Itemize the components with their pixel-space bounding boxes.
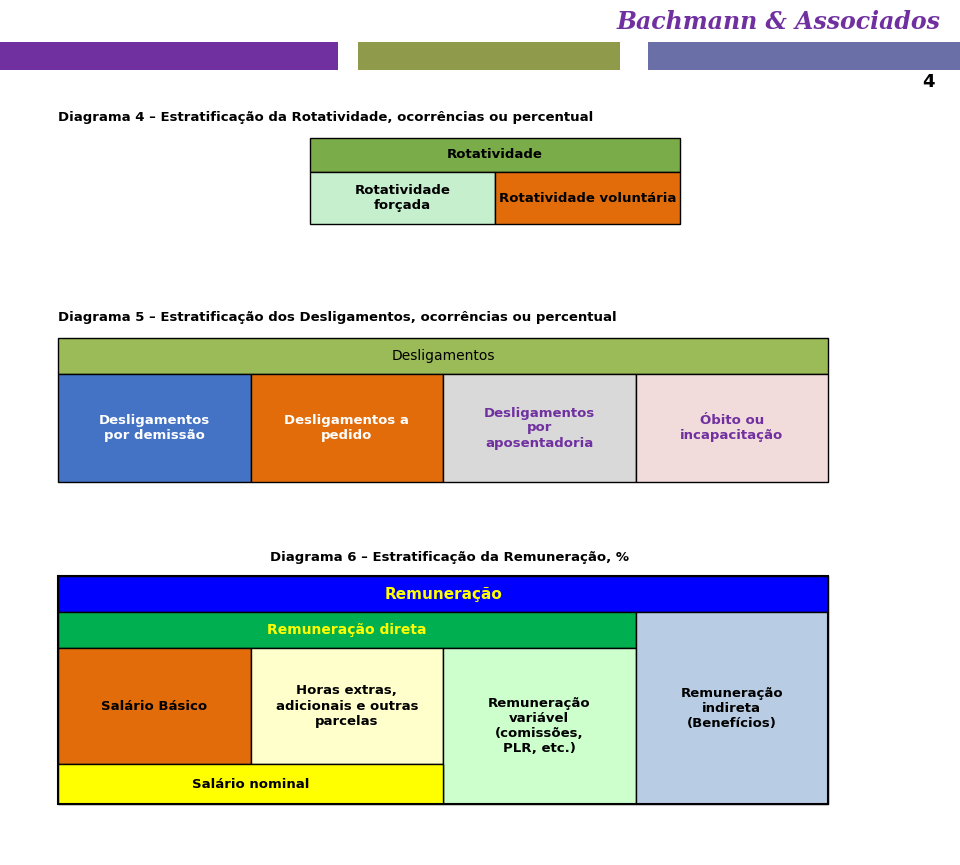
Bar <box>310 138 680 172</box>
Bar <box>636 612 828 804</box>
Text: Salário Básico: Salário Básico <box>101 700 207 713</box>
Text: 4: 4 <box>923 73 935 91</box>
Bar <box>58 576 828 612</box>
Text: Rotatividade: Rotatividade <box>447 149 543 162</box>
Bar <box>0 42 338 70</box>
Text: Desligamentos a
pedido: Desligamentos a pedido <box>284 414 409 442</box>
Text: Remuneração direta: Remuneração direta <box>267 623 426 637</box>
Bar <box>495 172 680 224</box>
Bar <box>443 648 636 804</box>
Text: Óbito ou
incapacitação: Óbito ou incapacitação <box>680 414 783 442</box>
Text: Remuneração
indireta
(Benefícios): Remuneração indireta (Benefícios) <box>681 687 783 729</box>
Bar <box>443 374 636 482</box>
Text: Salário nominal: Salário nominal <box>192 778 309 791</box>
Bar <box>636 374 828 482</box>
Text: Diagrama 4 – Estratificação da Rotatividade, ocorrências ou percentual: Diagrama 4 – Estratificação da Rotativid… <box>58 112 593 125</box>
Bar <box>251 648 443 764</box>
Bar <box>251 374 443 482</box>
Bar <box>58 764 443 804</box>
Text: Rotatividade
forçada: Rotatividade forçada <box>354 184 450 212</box>
Bar <box>58 576 828 804</box>
Text: Remuneração: Remuneração <box>384 586 502 601</box>
Text: Bachmann & Associados: Bachmann & Associados <box>616 10 940 34</box>
Bar <box>648 42 960 70</box>
Bar <box>58 648 251 764</box>
Text: Remuneração
variável
(comissões,
PLR, etc.): Remuneração variável (comissões, PLR, et… <box>488 697 590 755</box>
Text: Diagrama 6 – Estratificação da Remuneração, %: Diagrama 6 – Estratificação da Remuneraç… <box>270 552 629 565</box>
Bar <box>58 338 828 374</box>
Text: Desligamentos: Desligamentos <box>392 349 494 363</box>
Text: Desligamentos
por
aposentadoria: Desligamentos por aposentadoria <box>484 407 595 450</box>
Text: Rotatividade voluntária: Rotatividade voluntária <box>499 191 676 204</box>
Bar <box>58 374 251 482</box>
Bar <box>358 42 620 70</box>
Text: Desligamentos
por demissão: Desligamentos por demissão <box>99 414 210 442</box>
Bar <box>58 612 636 648</box>
Text: Diagrama 5 – Estratificação dos Desligamentos, ocorrências ou percentual: Diagrama 5 – Estratificação dos Desligam… <box>58 311 616 324</box>
Text: Horas extras,
adicionais e outras
parcelas: Horas extras, adicionais e outras parcel… <box>276 684 418 727</box>
Bar <box>310 172 495 224</box>
